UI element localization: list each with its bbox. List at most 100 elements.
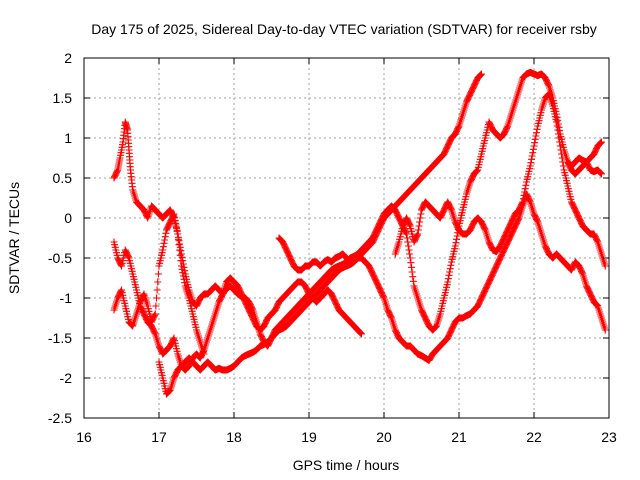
data-point bbox=[557, 146, 565, 154]
y-tick-label: -1 bbox=[60, 290, 73, 306]
data-point bbox=[173, 227, 181, 235]
data-point bbox=[180, 275, 188, 283]
data-point bbox=[529, 149, 537, 157]
series-track-f bbox=[110, 210, 208, 358]
data-point bbox=[181, 279, 189, 287]
data-point bbox=[409, 277, 417, 285]
data-point bbox=[553, 122, 561, 130]
data-point bbox=[521, 185, 529, 193]
data-point bbox=[558, 150, 565, 158]
data-point bbox=[446, 265, 454, 273]
data-point bbox=[446, 268, 454, 276]
data-point bbox=[162, 229, 170, 237]
data-point bbox=[453, 235, 460, 243]
data-point bbox=[447, 261, 455, 269]
data-point bbox=[452, 239, 460, 247]
x-axis-label: GPS time / hours bbox=[293, 457, 400, 473]
data-point bbox=[152, 302, 160, 310]
data-point bbox=[533, 125, 541, 133]
y-tick-label: 2 bbox=[64, 50, 72, 66]
data-point bbox=[558, 154, 566, 162]
data-point bbox=[159, 243, 167, 251]
data-point bbox=[519, 195, 527, 203]
data-point bbox=[530, 142, 538, 150]
x-tick-label: 20 bbox=[376, 429, 392, 445]
data-point bbox=[447, 205, 455, 213]
data-point bbox=[413, 231, 421, 239]
data-point bbox=[473, 167, 481, 175]
data-point bbox=[405, 246, 413, 254]
data-point bbox=[179, 269, 187, 277]
data-point bbox=[598, 138, 605, 146]
data-point bbox=[170, 210, 178, 218]
series-track-d bbox=[275, 190, 609, 364]
series-track-a bbox=[110, 68, 605, 350]
data-point bbox=[556, 142, 564, 150]
data-point bbox=[414, 230, 422, 238]
data-point bbox=[154, 270, 162, 278]
x-tick-label: 19 bbox=[301, 429, 317, 445]
data-point bbox=[406, 221, 414, 229]
data-point bbox=[531, 135, 539, 143]
data-point bbox=[172, 220, 180, 228]
data-point bbox=[174, 235, 182, 243]
data-point bbox=[151, 311, 159, 319]
data-point bbox=[556, 138, 564, 146]
y-tick-label: 1.5 bbox=[53, 90, 73, 106]
series-track-c bbox=[155, 70, 485, 398]
x-tick-label: 17 bbox=[151, 429, 167, 445]
data-point bbox=[357, 329, 365, 337]
data-point bbox=[416, 218, 424, 226]
data-point bbox=[544, 81, 552, 89]
data-point bbox=[176, 240, 184, 248]
data-point bbox=[159, 246, 167, 254]
data-point bbox=[529, 145, 537, 153]
data-point bbox=[451, 242, 459, 250]
data-point bbox=[407, 259, 415, 267]
data-point bbox=[153, 286, 161, 294]
data-point bbox=[598, 170, 605, 178]
series-track-e bbox=[391, 90, 609, 270]
data-point bbox=[453, 232, 461, 240]
data-point bbox=[555, 134, 563, 142]
data-point bbox=[526, 162, 534, 170]
data-point bbox=[597, 169, 605, 177]
data-point bbox=[178, 250, 185, 258]
data-point bbox=[161, 233, 169, 241]
data-point bbox=[178, 265, 186, 273]
x-tick-label: 18 bbox=[226, 429, 242, 445]
data-point bbox=[444, 278, 452, 286]
data-point bbox=[481, 225, 489, 233]
series-track-g bbox=[564, 138, 605, 178]
data-point bbox=[218, 291, 226, 299]
data-point bbox=[601, 326, 609, 334]
data-point bbox=[402, 229, 410, 237]
data-point bbox=[522, 181, 530, 189]
data-point bbox=[454, 123, 462, 131]
data-point bbox=[406, 254, 414, 262]
data-point bbox=[176, 246, 184, 254]
data-point bbox=[559, 162, 567, 170]
x-tick-label: 16 bbox=[76, 429, 92, 445]
x-tick-label: 23 bbox=[601, 429, 617, 445]
data-point bbox=[593, 237, 601, 245]
data-point bbox=[179, 272, 187, 280]
data-point bbox=[161, 236, 169, 244]
data-point bbox=[356, 329, 364, 337]
data-point bbox=[409, 273, 417, 281]
data-point bbox=[124, 253, 132, 261]
data-point bbox=[160, 239, 168, 247]
data-point bbox=[151, 310, 159, 318]
y-axis-label: SDTVAR / TECUs bbox=[6, 182, 22, 294]
data-point bbox=[533, 129, 540, 137]
data-points bbox=[110, 68, 609, 398]
data-point bbox=[117, 261, 125, 269]
data-point bbox=[169, 335, 177, 343]
data-point bbox=[404, 242, 412, 250]
data-point bbox=[200, 350, 208, 358]
y-tick-label: 0 bbox=[64, 210, 72, 226]
data-point bbox=[520, 191, 528, 199]
data-point bbox=[601, 262, 609, 270]
data-point bbox=[526, 197, 534, 205]
